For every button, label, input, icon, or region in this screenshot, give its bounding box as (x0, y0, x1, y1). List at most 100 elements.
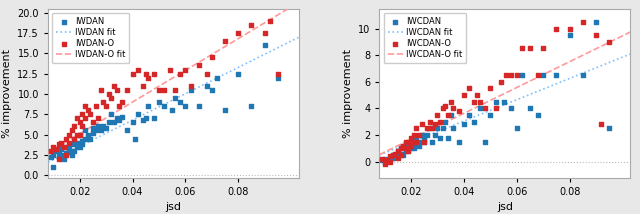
IWCDAN (551, 73, 561, 77)
IWDAN fit (272, 48, 280, 50)
IWDAN (51, 149, 61, 153)
IWCDAN (443, 136, 453, 139)
IWDAN-O (141, 72, 151, 75)
IWCDAN (511, 127, 522, 130)
IWDAN (80, 129, 90, 132)
IWCDAN (412, 136, 422, 139)
IWDAN-O fit (295, 1, 303, 3)
IWDAN (99, 125, 109, 128)
IWCDAN-O (443, 113, 453, 117)
X-axis label: jsd: jsd (497, 202, 513, 212)
IWDAN-O (127, 72, 138, 75)
IWCDAN (438, 127, 448, 130)
IWDAN-O (75, 133, 85, 136)
IWDAN-O fit (44, 152, 52, 154)
IWDAN (122, 129, 132, 132)
IWDAN-O (132, 68, 143, 71)
IWCDAN-O (480, 107, 490, 110)
IWCDAN-O (459, 93, 469, 97)
IWDAN-O (64, 141, 74, 144)
IWDAN-O (77, 125, 88, 128)
IWDAN-O (175, 72, 185, 75)
IWDAN-O (202, 72, 212, 75)
IWDAN-O (72, 133, 82, 136)
Line: IWDAN-O fit: IWDAN-O fit (48, 2, 299, 153)
IWCDAN (393, 153, 403, 157)
IWCDAN-O (403, 140, 413, 143)
IWCDAN-O (464, 87, 474, 90)
IWCDAN (480, 140, 490, 143)
IWDAN (61, 152, 72, 155)
IWDAN (48, 165, 58, 169)
IWCDAN (414, 140, 424, 143)
IWDAN-O (180, 68, 191, 71)
IWCDAN-O (525, 47, 535, 50)
IWCDAN (398, 144, 408, 147)
IWCDAN-O (604, 40, 614, 44)
IWDAN-O (67, 129, 77, 132)
IWCDAN (578, 73, 588, 77)
IWDAN (61, 145, 72, 149)
IWDAN-O (54, 143, 64, 146)
IWDAN-O (99, 100, 109, 104)
IWCDAN (440, 120, 451, 123)
IWCDAN-O (396, 147, 406, 150)
IWDAN (154, 100, 164, 104)
IWCDAN (485, 113, 495, 117)
IWDAN-O (69, 137, 79, 140)
IWDAN-O (260, 31, 270, 35)
IWDAN-O (122, 88, 132, 92)
IWDAN (220, 108, 230, 112)
IWCDAN (506, 107, 516, 110)
IWDAN (130, 137, 140, 140)
IWDAN-O (143, 76, 154, 79)
IWCDAN-O (408, 133, 419, 137)
IWCDAN-O (472, 93, 483, 97)
IWDAN-O (106, 96, 116, 100)
IWCDAN (448, 127, 458, 130)
IWCDAN-O (377, 157, 387, 161)
IWCDAN-O (403, 149, 413, 153)
IWDAN (148, 117, 159, 120)
IWDAN (54, 151, 64, 154)
IWDAN-O (54, 157, 64, 161)
IWDAN-O (265, 19, 275, 22)
IWDAN-O fit (256, 25, 264, 27)
IWCDAN (385, 157, 395, 161)
IWCDAN (469, 120, 479, 123)
IWCDAN-O (393, 156, 403, 159)
IWDAN (72, 141, 82, 144)
IWDAN (175, 100, 185, 104)
IWDAN (180, 104, 191, 108)
IWDAN-O fit (45, 151, 52, 153)
IWDAN fit (295, 36, 303, 38)
IWCDAN (380, 160, 390, 163)
IWDAN-O (80, 104, 90, 108)
IWDAN (167, 108, 177, 112)
IWCDAN-O (578, 20, 588, 24)
IWCDAN-O (496, 80, 506, 83)
IWDAN-O (114, 104, 124, 108)
IWDAN-O (170, 88, 180, 92)
IWDAN (186, 88, 196, 92)
IWDAN (111, 117, 122, 120)
IWCDAN-O (398, 144, 408, 147)
IWCDAN-O (440, 104, 451, 107)
IWDAN (67, 153, 77, 157)
IWCDAN-O (385, 155, 395, 158)
IWCDAN-O (469, 100, 479, 103)
IWDAN (67, 149, 77, 153)
IWDAN-O (77, 113, 88, 116)
IWDAN (143, 104, 154, 108)
IWDAN fit (44, 161, 52, 163)
IWCDAN-O fit (376, 153, 383, 156)
IWCDAN (396, 152, 406, 155)
IWCDAN-O (438, 107, 448, 110)
IWCDAN-O fit (529, 78, 537, 81)
IWCDAN-O (417, 123, 427, 126)
IWCDAN (390, 155, 401, 158)
IWDAN (159, 104, 170, 108)
IWCDAN (382, 159, 392, 162)
IWDAN-O (96, 88, 106, 92)
IWCDAN (412, 140, 422, 143)
